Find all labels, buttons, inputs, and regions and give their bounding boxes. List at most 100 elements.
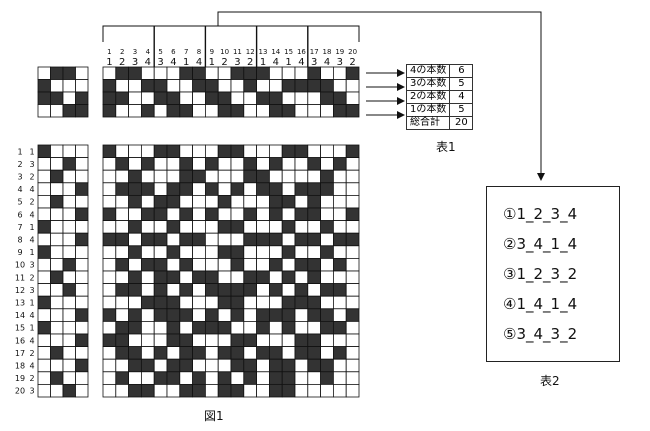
weave-cell — [307, 371, 321, 385]
row-shaft: 3 — [29, 261, 34, 270]
weave-cell — [243, 257, 258, 272]
weave-cell — [153, 207, 168, 222]
weave-cell — [345, 232, 360, 247]
weave-cell — [230, 270, 245, 285]
weave-cell — [320, 220, 334, 234]
threading-cell — [243, 79, 258, 93]
weave-cell — [140, 283, 155, 297]
weave-cell — [179, 270, 194, 285]
weave-cell — [332, 207, 347, 222]
weave-cell — [204, 257, 219, 272]
weave-cell — [345, 358, 360, 373]
weave-cell — [102, 358, 117, 373]
weave-cell — [153, 232, 168, 247]
thread-shaft: 4 — [273, 57, 279, 68]
threading-cell — [307, 66, 321, 80]
treadling-cell — [62, 257, 76, 272]
thread-number: 19 — [335, 48, 344, 56]
weave-cell — [256, 182, 270, 196]
treadling-cell — [37, 194, 51, 209]
weave-cell — [128, 358, 142, 373]
weave-cell — [115, 270, 130, 285]
weave-cell — [320, 333, 334, 348]
weave-cell — [281, 346, 296, 360]
weave-cell — [217, 194, 232, 209]
treadling-cell — [50, 144, 64, 159]
thread-number: 1 — [107, 48, 111, 56]
weave-cell — [345, 257, 360, 272]
thread-number: 18 — [323, 48, 332, 56]
weave-cell — [332, 283, 347, 297]
table-row: 3の本数 5 — [405, 77, 474, 91]
treadling-cell — [75, 320, 89, 335]
threading-cell — [243, 66, 258, 80]
weave-cell — [140, 207, 155, 222]
weave-cell — [192, 383, 206, 398]
weave-cell — [153, 333, 168, 348]
weave-cell — [179, 358, 194, 373]
threading-cell — [345, 104, 360, 118]
weave-cell — [153, 245, 168, 259]
weave-cell — [102, 333, 117, 348]
table-1-caption: 表1 — [436, 140, 456, 154]
weave-cell — [281, 371, 296, 385]
row-shaft: 4 — [29, 336, 34, 345]
weave-cell — [179, 157, 194, 171]
weave-cell — [294, 194, 309, 209]
thread-shaft: 1 — [183, 57, 189, 68]
weave-cell — [230, 157, 245, 171]
weave-cell — [217, 157, 232, 171]
weave-cell — [192, 346, 206, 360]
treadling-cell — [37, 283, 51, 297]
weave-cell — [320, 157, 334, 171]
weave-cell — [115, 371, 130, 385]
weave-cell — [345, 207, 360, 222]
weave-cell — [243, 283, 258, 297]
weave-cell — [166, 295, 181, 310]
threading-cell — [320, 91, 334, 105]
row-shaft: 3 — [29, 160, 34, 169]
treadling-cell — [62, 207, 76, 222]
weave-cell — [153, 194, 168, 209]
treadling-cell — [75, 245, 89, 259]
weave-cell — [153, 270, 168, 285]
row-number: 8 — [17, 236, 22, 245]
bracket-line — [102, 25, 360, 42]
weave-cell — [217, 358, 232, 373]
thread-shaft: 1 — [285, 57, 291, 68]
weave-cell — [332, 232, 347, 247]
threading-cell — [115, 91, 130, 105]
threading-cell — [204, 66, 219, 80]
threading-cell — [192, 91, 206, 105]
weave-cell — [115, 346, 130, 360]
weave-cell — [140, 346, 155, 360]
treadling-cell — [75, 182, 89, 196]
weave-cell — [217, 270, 232, 285]
weave-cell — [115, 358, 130, 373]
weave-cell — [268, 270, 283, 285]
weave-cell — [179, 257, 194, 272]
weave-cell — [243, 144, 258, 159]
weave-cell — [128, 257, 142, 272]
weave-cell — [345, 320, 360, 335]
weave-cell — [268, 182, 283, 196]
weave-cell — [243, 169, 258, 184]
thread-shaft: 2 — [221, 57, 227, 68]
weave-cell — [140, 295, 155, 310]
weave-cell — [204, 283, 219, 297]
threading-cell — [230, 79, 245, 93]
weave-cell — [204, 169, 219, 184]
weave-cell — [179, 182, 194, 196]
thread-shaft: 3 — [311, 57, 317, 68]
weave-cell — [166, 144, 181, 159]
figure-caption: 図1 — [204, 409, 224, 423]
tieup-grid — [37, 66, 89, 118]
threading-cell — [153, 79, 168, 93]
threading-cell — [256, 104, 270, 118]
treadling-cell — [75, 169, 89, 184]
thread-number: 8 — [197, 48, 201, 56]
weave-cell — [128, 207, 142, 222]
weave-cell — [179, 371, 194, 385]
weave-cell — [332, 383, 347, 398]
weave-cell — [230, 194, 245, 209]
